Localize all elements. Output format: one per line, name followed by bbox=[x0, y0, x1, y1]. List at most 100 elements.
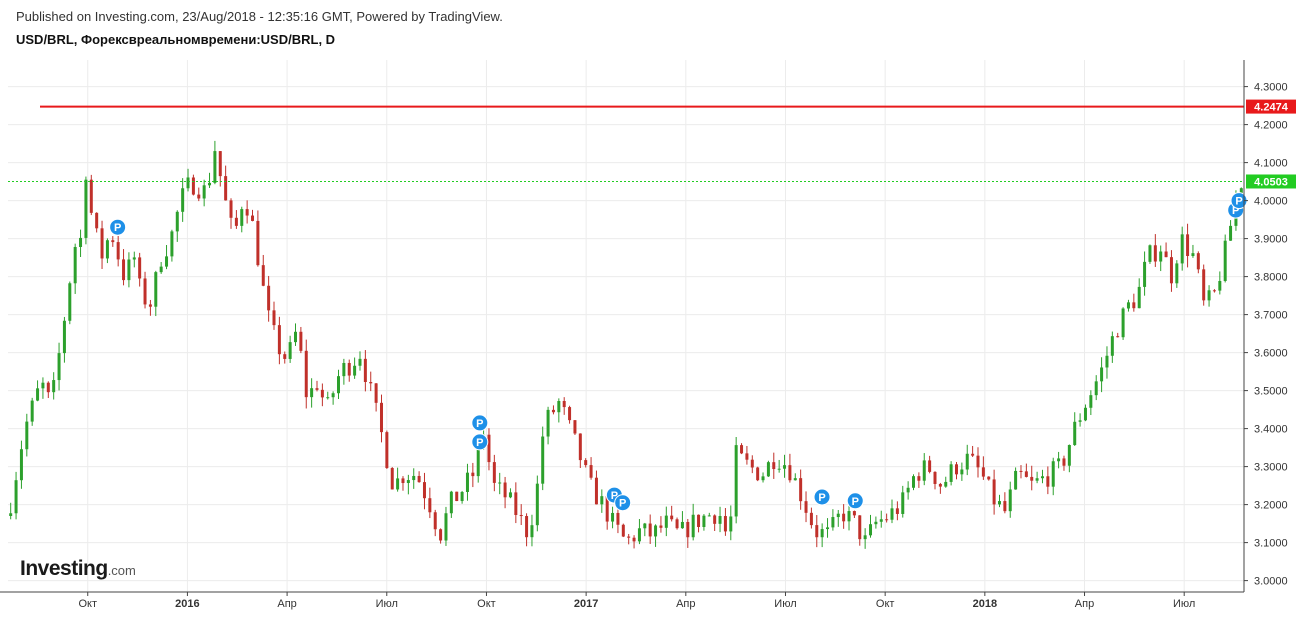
candle-body bbox=[670, 515, 674, 520]
candle-body bbox=[1153, 245, 1157, 262]
candle-body bbox=[181, 188, 185, 212]
candle-body bbox=[240, 209, 244, 226]
candle-body bbox=[460, 491, 464, 502]
candle-body bbox=[788, 465, 792, 481]
candle-body bbox=[740, 445, 744, 454]
candle-body bbox=[25, 421, 29, 450]
candlestick-series bbox=[9, 140, 1243, 549]
candle-body bbox=[772, 462, 776, 470]
resistance-price-label: 4.2474 bbox=[1254, 102, 1289, 114]
candle-body bbox=[697, 514, 701, 527]
candle-body bbox=[761, 476, 765, 481]
candle-body bbox=[111, 240, 115, 243]
candle-body bbox=[1003, 501, 1007, 512]
candle-body bbox=[836, 513, 840, 518]
candle-body bbox=[879, 519, 883, 522]
last-price-label: 4.0503 bbox=[1254, 176, 1288, 188]
candle-body bbox=[406, 480, 410, 484]
candle-body bbox=[594, 477, 598, 505]
candle-body bbox=[36, 388, 40, 401]
event-marker-label: P bbox=[1232, 205, 1239, 217]
candle-body bbox=[869, 524, 873, 536]
candle-body bbox=[525, 516, 529, 538]
candle-body bbox=[143, 278, 147, 305]
candle-body bbox=[347, 362, 351, 376]
candle-body bbox=[1148, 245, 1152, 262]
candle-body bbox=[1116, 336, 1120, 338]
candle-body bbox=[148, 304, 152, 307]
candle-body bbox=[234, 217, 238, 226]
y-tick-label: 4.0000 bbox=[1254, 196, 1288, 208]
candle-body bbox=[202, 185, 206, 199]
event-marker-icon bbox=[109, 218, 127, 236]
x-tick-label: Июл bbox=[774, 598, 796, 610]
candle-body bbox=[422, 482, 426, 499]
candle-body bbox=[1089, 395, 1093, 408]
candle-body bbox=[1218, 280, 1222, 291]
published-caption: Published on Investing.com, 23/Aug/2018 … bbox=[16, 9, 503, 24]
candle-body bbox=[68, 283, 72, 321]
candle-body bbox=[734, 445, 738, 517]
candle-body bbox=[820, 529, 824, 538]
candle-body bbox=[41, 382, 45, 389]
candle-body bbox=[191, 177, 195, 195]
candle-body bbox=[1143, 261, 1147, 287]
candle-body bbox=[358, 358, 362, 366]
event-marker-icon bbox=[614, 494, 632, 512]
candle-body bbox=[304, 350, 308, 398]
candle-body bbox=[992, 479, 996, 505]
candle-body bbox=[1030, 476, 1034, 481]
candle-body bbox=[627, 536, 631, 538]
candle-body bbox=[1164, 251, 1168, 258]
candle-body bbox=[568, 407, 572, 421]
candle-body bbox=[723, 516, 727, 532]
candle-body bbox=[320, 389, 324, 398]
x-tick-label: Окт bbox=[876, 598, 895, 610]
candle-body bbox=[535, 483, 539, 526]
candle-body bbox=[331, 393, 335, 398]
candle-body bbox=[487, 434, 491, 463]
candle-body bbox=[1046, 476, 1050, 487]
y-tick-label: 3.2000 bbox=[1254, 500, 1288, 512]
candle-body bbox=[890, 508, 894, 520]
candle-body bbox=[30, 400, 34, 422]
candle-body bbox=[546, 409, 550, 437]
y-tick-label: 4.2000 bbox=[1254, 120, 1288, 132]
candle-body bbox=[815, 525, 819, 538]
candle-body bbox=[718, 516, 722, 524]
candle-body bbox=[1229, 225, 1233, 241]
candle-body bbox=[218, 151, 222, 177]
candle-body bbox=[691, 514, 695, 538]
candle-body bbox=[777, 468, 781, 470]
candle-body bbox=[1019, 470, 1023, 472]
last-price-badge bbox=[1246, 174, 1296, 189]
event-marker-label: P bbox=[818, 492, 825, 504]
candle-body bbox=[1051, 461, 1055, 487]
candle-body bbox=[981, 467, 985, 477]
candle-body bbox=[116, 242, 120, 260]
candle-body bbox=[213, 151, 217, 183]
candle-body bbox=[971, 453, 975, 456]
candle-body bbox=[401, 478, 405, 484]
candle-body bbox=[272, 310, 276, 326]
candle-body bbox=[809, 512, 813, 526]
candle-body bbox=[933, 471, 937, 484]
candle-body bbox=[901, 492, 905, 514]
y-tick-label: 3.4000 bbox=[1254, 424, 1288, 436]
candle-body bbox=[643, 523, 647, 529]
candle-body bbox=[100, 228, 104, 259]
candle-body bbox=[251, 215, 255, 221]
candle-body bbox=[648, 523, 652, 537]
candle-body bbox=[965, 453, 969, 470]
candle-body bbox=[256, 220, 260, 266]
candle-body bbox=[826, 527, 830, 530]
candle-body bbox=[1057, 458, 1061, 462]
candle-body bbox=[928, 460, 932, 472]
candle-body bbox=[858, 515, 862, 540]
candle-body bbox=[197, 194, 201, 199]
candle-body bbox=[1212, 290, 1216, 292]
event-marker-label: P bbox=[852, 496, 859, 508]
candle-body bbox=[1014, 470, 1018, 490]
